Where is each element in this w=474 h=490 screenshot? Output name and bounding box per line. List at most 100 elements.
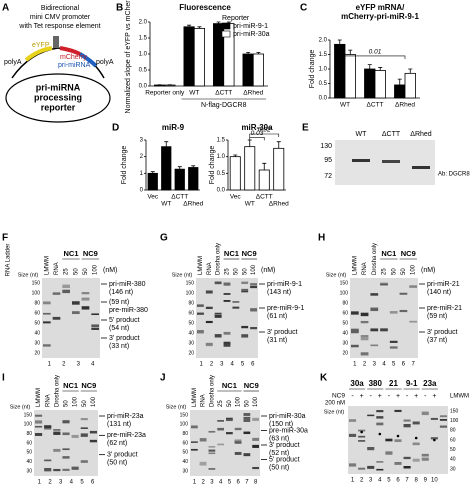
gel-band <box>35 433 43 436</box>
gel-band <box>234 439 242 442</box>
lane-header: LMWM <box>36 388 42 407</box>
group-label: NC9 <box>81 381 96 390</box>
x-tick-label: ΔRhed <box>395 102 415 109</box>
legend-title: Reporter <box>222 15 250 22</box>
x-tick-label: WT <box>189 90 199 97</box>
band-label: pri-miR-23a <box>107 413 144 420</box>
bar <box>183 26 195 87</box>
size-label: 30 <box>342 340 348 346</box>
bar <box>161 146 172 191</box>
panel-letter: G <box>160 233 168 244</box>
gel-band <box>62 448 70 451</box>
size-label: 60 <box>182 440 188 446</box>
concentration: 100 <box>93 264 99 275</box>
lane-number: 6 <box>91 480 95 486</box>
gel-band <box>252 444 259 448</box>
gel-band <box>44 459 52 462</box>
error-bar <box>276 141 281 149</box>
gel-band <box>243 453 251 457</box>
size-label: 50 <box>342 320 348 326</box>
y-tick-label: 2 <box>140 154 144 160</box>
gel-band <box>349 463 357 467</box>
size-label: 30 <box>26 468 32 474</box>
legend-label: pri-miR-9-1 <box>233 23 268 30</box>
size-label: 30 <box>182 468 188 474</box>
gel-band <box>403 456 411 460</box>
bar <box>188 167 199 191</box>
band-label: (61 nt) <box>267 313 287 320</box>
panel-letter: I <box>2 373 5 384</box>
size-label: 150 <box>186 280 195 286</box>
lane-number: 1 <box>38 480 42 486</box>
gel-band <box>412 442 420 446</box>
lane-header: RNA <box>201 394 207 407</box>
lane-number: 4 <box>230 362 234 368</box>
x-tick-label: ΔCTT <box>171 194 188 201</box>
size-label: 40 <box>26 459 32 465</box>
size-label: 150 <box>24 412 33 418</box>
concentration: 100 <box>91 396 97 407</box>
gel-band <box>208 449 216 452</box>
y-tick-label: 1.0 <box>139 52 148 58</box>
group-label: NC1 <box>63 249 78 258</box>
panel-letter: C <box>300 3 307 14</box>
lane-number: 6 <box>396 478 400 484</box>
group-label: 21 <box>389 379 398 388</box>
panel-letter: F <box>2 233 8 244</box>
lane-number: 2 <box>360 478 364 484</box>
legend-label: pri-miR-30a <box>233 31 270 38</box>
gel-band <box>197 330 204 334</box>
gel-band <box>91 324 99 328</box>
size-label: 20 <box>188 350 194 356</box>
size-title: Size (nt) <box>172 272 193 278</box>
nc9-sign: - <box>370 393 373 400</box>
y-tick-label: 0.0 <box>217 188 226 194</box>
group-label: 30a <box>350 379 364 388</box>
significance-bracket <box>249 133 280 137</box>
lane-header: Drosha only <box>209 375 215 407</box>
error-bar <box>191 165 196 168</box>
polya-label: polyA <box>4 59 22 66</box>
lane-number: 8 <box>254 480 258 486</box>
lane-header: RNA <box>362 262 368 275</box>
gel-band <box>217 427 224 431</box>
gel-band <box>44 467 52 472</box>
y-axis-label: Normalized slope of eYFP vs mCherry <box>125 0 132 113</box>
lane-number: 4 <box>382 362 386 368</box>
gel-band <box>199 438 207 442</box>
gel-band <box>243 418 251 423</box>
lane-number: 6 <box>251 362 255 368</box>
unit-label: (nM) <box>421 267 435 274</box>
lane-number: 7 <box>411 362 415 368</box>
gel-band <box>208 468 216 470</box>
band-label: (131 nt) <box>107 421 131 428</box>
x-tick-label: Vec <box>147 194 159 201</box>
gel-band <box>399 309 408 313</box>
gel-band <box>223 293 231 295</box>
gel-band <box>62 420 70 424</box>
group-label: NC9 <box>242 249 257 258</box>
gel-band <box>349 433 357 437</box>
concentration: 100 <box>251 264 257 275</box>
gel-band <box>80 460 88 463</box>
gel-band <box>358 467 366 470</box>
concentration: 50 <box>244 400 250 407</box>
gel-band <box>385 451 393 455</box>
size-label: 40 <box>34 330 40 336</box>
gel-band <box>360 352 369 356</box>
gel-band <box>241 290 249 293</box>
size-label: 60 <box>26 440 32 446</box>
lane-number: 1 <box>351 478 355 484</box>
ladder-label: LMWM <box>450 394 469 400</box>
x-tick-label: ΔRhed <box>243 90 263 97</box>
gel-band <box>403 465 411 469</box>
lane-header: LMWM <box>44 256 50 275</box>
reporter-text: processing <box>34 92 82 102</box>
error-bar <box>348 49 353 55</box>
lane-number: 5 <box>392 362 396 368</box>
lane-header: Drosha only <box>216 243 222 275</box>
polya-label: polyA <box>96 59 114 66</box>
lane-number: 4 <box>378 478 382 484</box>
reporter-circle <box>5 73 111 123</box>
error-bar <box>197 26 202 29</box>
